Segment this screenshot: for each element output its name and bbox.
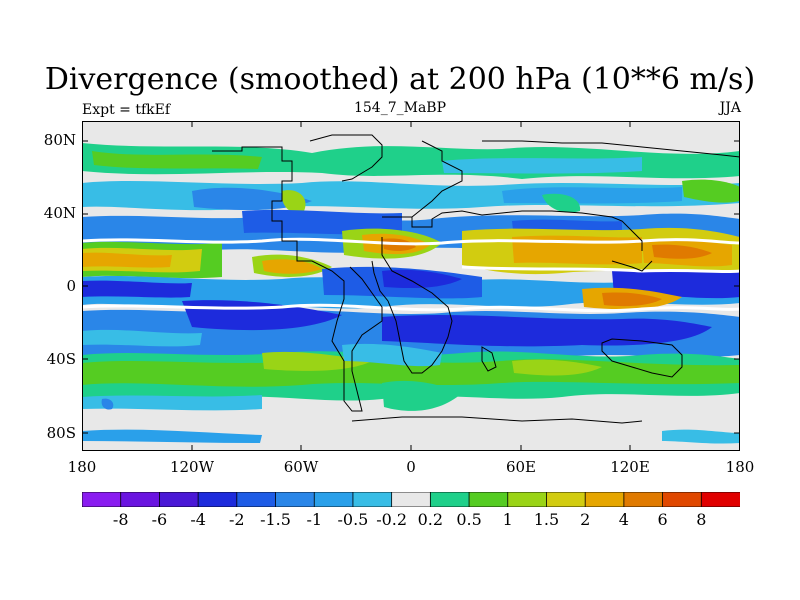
colorbar-swatch: [120, 492, 161, 507]
plot-title: Divergence (smoothed) at 200 hPa (10**6 …: [44, 62, 756, 97]
colorbar-swatch: [429, 492, 470, 507]
lat-tick-label: 80S: [46, 424, 76, 442]
case-label: 154_7_MaBP: [353, 100, 447, 116]
field-region: [602, 292, 662, 307]
colorbar-swatch: [275, 492, 316, 507]
colorbar-label: 8: [696, 510, 707, 529]
field-region: [682, 179, 740, 203]
field-region: [502, 187, 682, 204]
colorbar-label: -1.5: [260, 510, 291, 529]
colorbar-swatch: [159, 492, 200, 507]
colorbar-label: 0.2: [417, 510, 444, 529]
field-region: [382, 315, 712, 347]
colorbar-label: -2: [229, 510, 245, 529]
colorbar-swatch: [313, 492, 354, 507]
field-region: [82, 395, 262, 411]
coastline: [482, 140, 740, 158]
colorbar-swatch: [662, 492, 703, 507]
colorbar-swatch: [546, 492, 587, 507]
colorbar-label: 0.5: [456, 510, 482, 529]
field-region: [82, 252, 172, 268]
lon-tick-label: 180: [725, 458, 755, 476]
field-region: [442, 157, 642, 174]
field-region: [662, 429, 740, 444]
colorbar-label: 4: [618, 510, 629, 529]
colorbar-label: 1: [502, 510, 513, 529]
colorbar-swatch: [468, 492, 509, 507]
colorbar-swatch: [507, 492, 548, 507]
colorbar-label: -1: [306, 510, 323, 529]
colorbar-label: 1.5: [533, 510, 560, 529]
colorbar-swatch: [584, 492, 625, 507]
colorbar-label: -0.2: [376, 510, 408, 529]
coastline: [411, 140, 463, 218]
lon-tick-label: 120W: [169, 458, 215, 476]
colorbar-label: -8: [112, 510, 129, 529]
coastline: [351, 416, 643, 424]
coastline: [371, 237, 453, 374]
colorbar-swatch: [197, 492, 238, 507]
colorbar-swatch: [391, 492, 432, 507]
contour-gap: [461, 265, 740, 274]
field-region: [542, 193, 581, 213]
coastline: [212, 146, 383, 412]
colorbar-swatch: [352, 492, 393, 507]
coastline: [601, 338, 683, 378]
field-region: [82, 329, 202, 347]
field-region: [82, 429, 262, 443]
coastlines: [212, 134, 740, 424]
field-region: [281, 190, 306, 213]
season-label: JJA: [719, 100, 741, 116]
lon-tick-label: 120E: [610, 458, 650, 476]
field-region: [382, 269, 462, 289]
experiment-label: Expt = tfkEf: [82, 102, 171, 118]
field-region: [342, 343, 442, 367]
lon-tick-label: 0: [406, 458, 416, 476]
lat-tick-label: 80N: [43, 131, 76, 149]
colorbar-label: 6: [657, 510, 668, 529]
colorbar-label: 2: [580, 510, 591, 529]
colorbar-label: -4: [190, 510, 206, 529]
coastline: [611, 260, 653, 272]
field-region: [512, 359, 602, 376]
tick-marks: [82, 121, 740, 451]
divergence-map: [82, 121, 740, 451]
coastline: [481, 346, 497, 372]
lat-tick-label: 40N: [43, 204, 76, 222]
field-region: [82, 280, 192, 298]
lon-tick-label: 180: [67, 458, 97, 476]
coastline: [309, 134, 383, 182]
lon-tick-label: 60E: [505, 458, 537, 476]
colorbar-swatch: [700, 492, 740, 507]
field-region: [262, 259, 322, 274]
field-region: [652, 244, 712, 259]
lon-tick-label: 60W: [283, 458, 319, 476]
field-region: [92, 151, 262, 169]
lat-tick-label: 0: [66, 277, 76, 295]
colorbar-swatch: [623, 492, 664, 507]
field-region: [101, 398, 114, 410]
colorbar-swatch: [236, 492, 277, 507]
contour-gap: [82, 303, 740, 313]
contour-gap: [82, 237, 740, 246]
coastline: [382, 210, 643, 251]
colorbar: [82, 492, 740, 507]
colorbar-swatch: [82, 492, 122, 507]
colorbar-label: -6: [151, 510, 168, 529]
colorbar-label: -0.5: [337, 510, 369, 529]
lat-tick-label: 40S: [46, 350, 76, 368]
field-region: [382, 380, 462, 411]
